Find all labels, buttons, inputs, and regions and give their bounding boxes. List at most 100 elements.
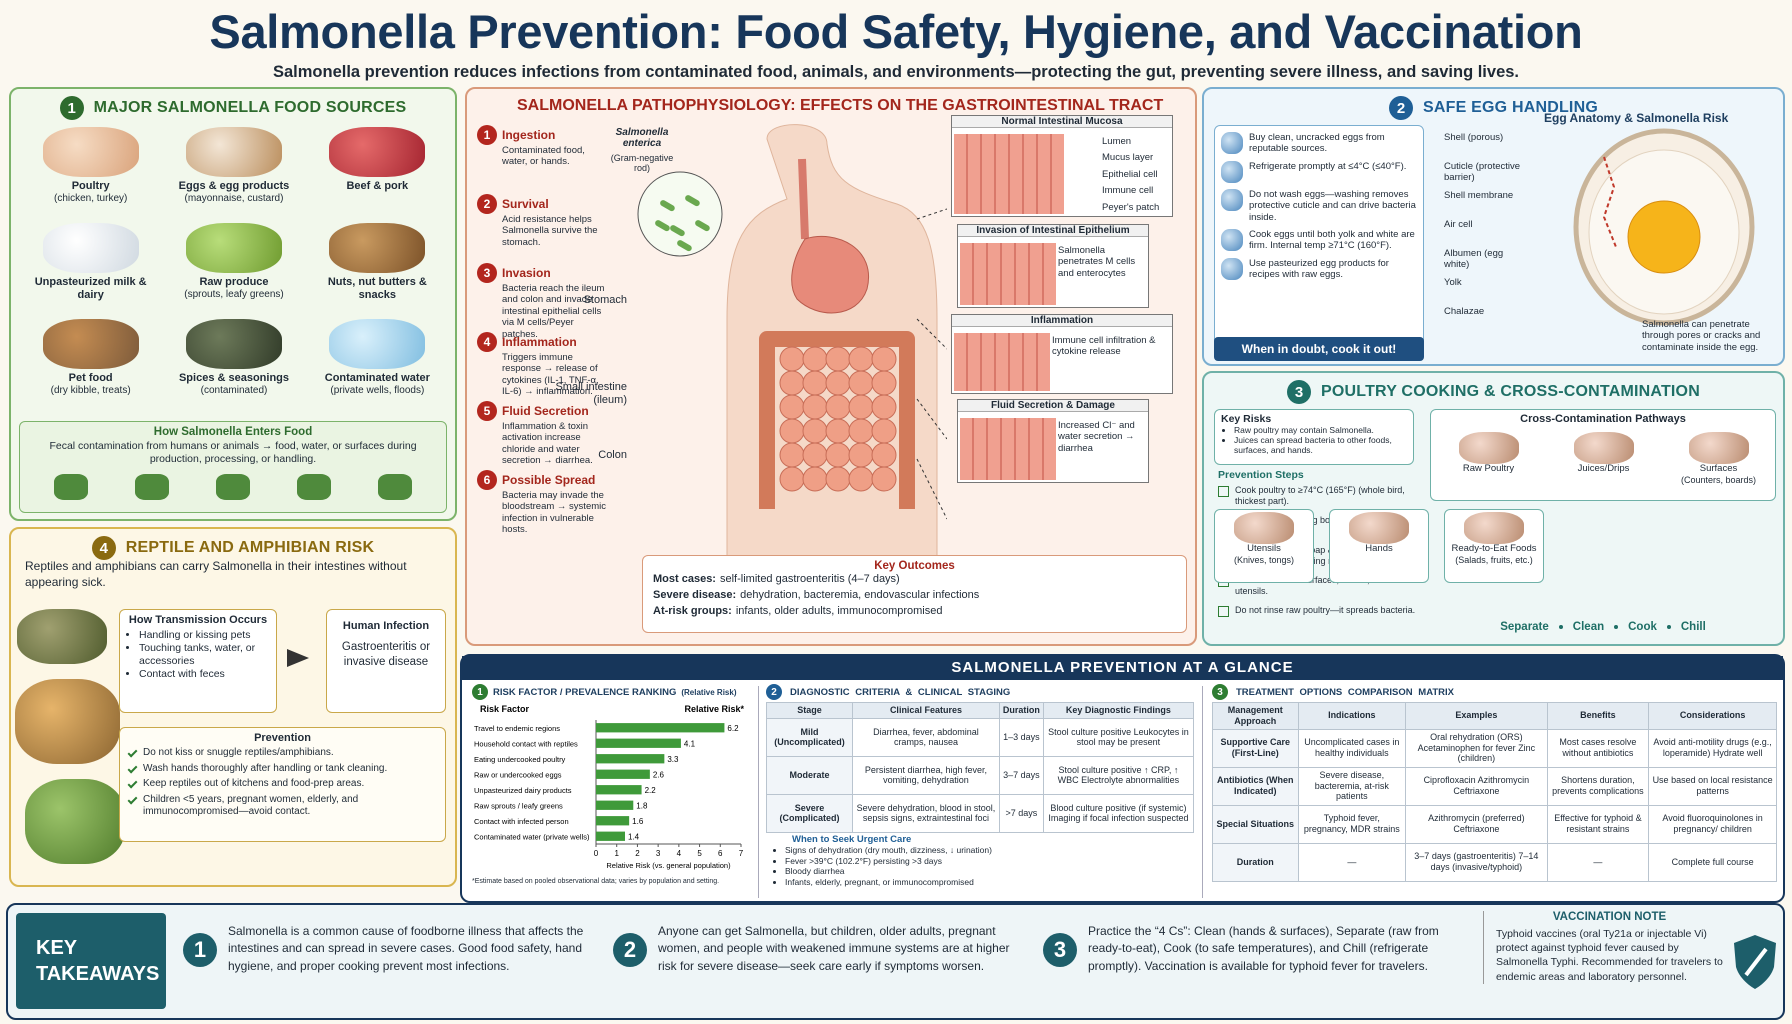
food-detail: (chicken, turkey) [53,192,128,204]
table-cell: Antibiotics (When Indicated) [1212,766,1299,806]
source-item: Raw Poultry [1441,432,1536,475]
mucosa-label: Immune cell [1102,185,1154,197]
outcome-item: Severe disease: dehydration, bacteremia, … [653,588,1176,604]
bar [596,738,681,748]
icon [185,319,282,369]
table-row: Severe (Complicated) Severe dehydration, … [765,793,1195,833]
egg-step-text: Cook eggs until both yolk and white are … [1249,228,1415,252]
step-header: 1 Ingestion [477,125,607,145]
entry-box: How Salmonella Enters Food Fecal contamin… [19,421,447,513]
outcome-text: dehydration, bacteremia, endovascular in… [740,588,980,601]
table-row: Antibiotics (When Indicated) Severe disea… [1212,766,1777,806]
leader-line [916,318,947,350]
poultry-panel: 3 POULTRY COOKING & CROSS-CONTAMINATION Ke… [1202,371,1785,646]
pathophysiology-panel: SALMONELLA PATHOPHYSIOLOGY: EFFECTS ON T… [465,87,1197,646]
y-tick-label: Unpasteurized dairy products [474,786,572,795]
table-cell: Complete full course [1648,842,1777,882]
value-label: 2.2 [645,786,657,795]
table-cell: Most cases resolve without antibiotics [1546,728,1650,768]
table-cell: Stool culture positive ↑ CRP, ↑ WBC Elec… [1042,755,1195,795]
icon [1458,432,1519,464]
table-cell: Severe dehydration, blood in stool, seps… [852,793,1000,833]
step: 2 Survival Acid resistance helps Salmonell… [477,194,607,248]
vaccination-note: VACCINATION NOTE Typhoid vaccines (oral T… [1483,911,1723,984]
step-text: Inflammation & toxin activation increase… [502,421,593,467]
icon [25,779,125,864]
table-row: Moderate Persistent diarrhea, high fever,… [765,755,1195,795]
table-cell: Uncomplicated cases in healthy individua… [1297,728,1407,768]
colon [759,331,915,509]
transmission-title: How Transmission Occurs [128,614,268,626]
food-item: Pet food (dry kibble, treats) [19,317,162,409]
table-cell: Azithromycin (preferred) Ceftriaxone [1405,804,1548,844]
prevention-item: Children <5 years, pregnant women, elder… [127,794,437,819]
y-tick-label: Raw sprouts / leafy greens [474,801,563,810]
step: 1 Ingestion Contaminated food, water, or h… [477,125,607,168]
column-header: Examples [1405,702,1548,730]
column-header: Key Diagnostic Findings [1042,702,1195,719]
mucosa-label: Increased Cl⁻ and water secretion → diar… [1058,420,1135,454]
checkbox [1218,606,1229,617]
value-label: 4.1 [684,739,696,748]
prevention-item: Keep reptiles out of kitchens and food-p… [127,778,437,791]
egg-part: Albumen (egg white) [1444,248,1504,270]
page-subtitle: Salmonella prevention reduces infections… [272,63,1520,81]
chart-header: 1 RISK FACTOR / PREVALENCE RANKING (Relati… [472,684,736,700]
intestine-loop [825,418,851,444]
mucosa-label: Peyer's patch [1102,201,1160,213]
table-header-row: Stage Clinical Features Duration Key Diagno… [765,702,1195,719]
y-tick-label: Contaminated water (private wells) [474,832,590,841]
icon [1221,257,1243,280]
pathway-detail: (Counters, boards) [1680,474,1757,485]
egg-step-text: Buy clean, uncracked eggs from reputable… [1249,132,1385,155]
step-number: 3 [477,263,497,283]
mucosa-panel: Invasion of Intestinal Epithelium Salmone… [957,224,1149,308]
value-label: 2.6 [653,770,665,779]
mucosa-panel-title: Normal Intestinal Mucosa [952,116,1172,128]
food-label: Pet food [68,372,113,384]
outcome-item: Most cases: self-limited gastroenteritis … [653,572,1176,588]
section-header: 1 MAJOR SALMONELLA FOOD SOURCES [21,95,445,121]
section-title: POULTRY COOKING & CROSS-CONTAMINATION [1321,383,1700,400]
table-cell: Persistent diarrhea, high fever, vomitin… [852,755,1000,795]
table-row: Mild (Uncomplicated) Diarrhea, fever, abd… [765,717,1195,757]
bacterium [660,200,675,212]
bacterium [677,240,692,252]
icon [1464,512,1524,544]
step-number: 1 [477,125,497,145]
table-cell: >7 days [998,793,1044,833]
egg-steps-box: Buy clean, uncracked eggs from reputable… [1214,125,1424,359]
risk-item: Raw poultry may contain Salmonella. [1234,425,1407,435]
mucosa-label: Immune cell infiltration & cytokine rele… [1052,335,1156,358]
egg-part: Shell membrane [1444,190,1514,201]
egg-banner: When in doubt, cook it out! [1214,337,1424,361]
intestine-loop [848,442,874,468]
food-detail: (mayonnaise, custard) [184,192,284,204]
motto-word: Clean [1572,621,1605,633]
icon [15,679,120,764]
egg-step: Buy clean, uncracked eggs from reputable… [1221,132,1417,155]
egg-step-text: Use pasteurized egg products for recipes… [1249,257,1389,281]
icon [185,223,282,273]
destination-item: Hands [1329,509,1429,583]
table-cell: Effective for typhoid & resistant strain… [1546,804,1650,844]
takeaway-text: Practice the “4 Cs”: Clean (hands & surf… [1088,924,1439,973]
value-label: 6.2 [727,724,739,733]
pathway-label: Ready-to-Eat Foods [1451,543,1537,554]
prevention-text: Wash hands thoroughly after handling or … [143,762,388,774]
entry-title: How Salmonella Enters Food [153,426,313,438]
food-label: Raw produce [199,276,269,288]
bacterium [685,195,700,207]
risks-list: Raw poultry may contain Salmonella.Juice… [1221,425,1407,456]
data-table: Management Approach Indications Examples Be… [1212,702,1777,882]
mucosa-panel-title: Invasion of Intestinal Epithelium [958,225,1148,237]
intestine-loop [848,418,874,444]
intestine-loop [802,418,828,444]
mucosa-panel: Fluid Secretion & Damage Increased Cl⁻ an… [957,399,1149,483]
illustration [1734,935,1776,989]
intestine-loop [871,442,897,468]
step-title: Inflammation [502,335,577,349]
urgent-item: Infants, elderly, pregnant, or immunocom… [785,877,1192,888]
mucosa-label: Salmonella penetrates M cells and entero… [1058,245,1136,279]
pathway-label: Juices/Drips [1577,463,1630,474]
